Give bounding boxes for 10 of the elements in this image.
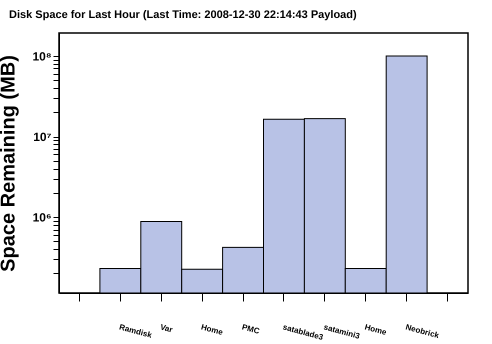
y-tick-label: 10⁸ bbox=[32, 49, 52, 64]
x-tick-label: PMC bbox=[240, 322, 261, 336]
x-tick-label: Home bbox=[364, 322, 388, 338]
chart-title: Disk Space for Last Hour (Last Time: 2008-12-30 22:14:43 Payload) bbox=[9, 9, 357, 21]
x-tick-label: Home bbox=[200, 322, 224, 338]
x-tick-label: satamini3 bbox=[322, 322, 362, 341]
x-tick-label: Var bbox=[159, 322, 174, 334]
y-tick-label: 10⁶ bbox=[32, 210, 52, 225]
y-tick-label: 10⁷ bbox=[33, 130, 52, 144]
y-axis-title: Space Remaining (MB) bbox=[0, 55, 20, 272]
